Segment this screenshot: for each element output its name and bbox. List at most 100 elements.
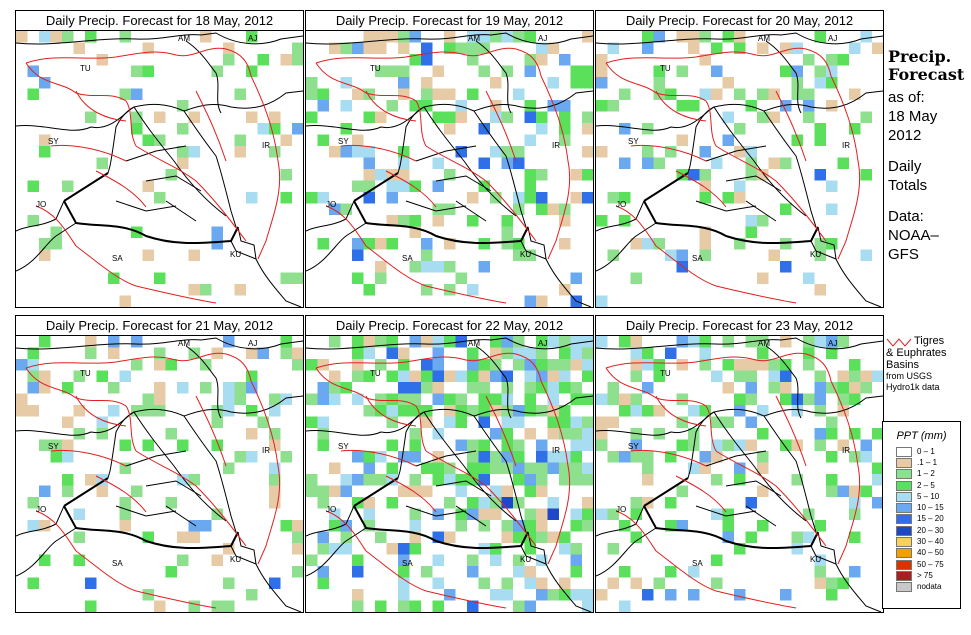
- precip-cell: [363, 497, 375, 509]
- legend-row: 15 – 20: [883, 514, 960, 525]
- precip-cell: [524, 543, 536, 555]
- precip-cell: [814, 382, 826, 394]
- precip-cell: [524, 577, 536, 589]
- precip-cell: [536, 54, 548, 66]
- precip-cell: [200, 382, 212, 394]
- precip-cell: [757, 359, 769, 371]
- precip-cell: [513, 157, 525, 169]
- precip-cell: [223, 393, 235, 405]
- precip-cell: [329, 146, 341, 158]
- precip-cell: [642, 42, 654, 54]
- precip-cell: [711, 439, 723, 451]
- precip-cell: [699, 146, 711, 158]
- precip-cell: [513, 238, 525, 250]
- data-line-2: NOAA–: [888, 227, 939, 244]
- precip-cell: [780, 370, 792, 382]
- precip-cell: [375, 111, 387, 123]
- precip-cell: [409, 405, 421, 417]
- precip-cell: [62, 416, 74, 428]
- precip-cell: [432, 600, 444, 612]
- precip-cell: [352, 451, 364, 463]
- precip-cell: [398, 146, 410, 158]
- precip-cell: [814, 31, 826, 43]
- precip-cell: [329, 520, 341, 532]
- precip-cell: [490, 192, 502, 204]
- precip-cell: [444, 405, 456, 417]
- precip-cell: [630, 272, 642, 284]
- precip-cell: [421, 359, 433, 371]
- precip-cell: [513, 497, 525, 509]
- precip-cell: [27, 520, 39, 532]
- precip-cell: [444, 88, 456, 100]
- precip-cell: [352, 370, 364, 382]
- precip-cell: [409, 215, 421, 227]
- precip-cell: [306, 77, 318, 89]
- precip-cell: [352, 474, 364, 486]
- precip-cell: [501, 157, 513, 169]
- precip-cell: [340, 382, 352, 394]
- precip-cell: [734, 543, 746, 555]
- precip-cell: [524, 180, 536, 192]
- precip-cell: [398, 543, 410, 555]
- precip-cell: [570, 347, 582, 359]
- precip-cell: [699, 462, 711, 474]
- precip-cell: [524, 65, 536, 77]
- precip-cell: [142, 180, 154, 192]
- precip-cell: [837, 393, 849, 405]
- precip-cell: [849, 497, 861, 509]
- precip-cell: [317, 439, 329, 451]
- precip-cell: [27, 577, 39, 589]
- precip-cell: [547, 531, 559, 543]
- precip-cell: [432, 215, 444, 227]
- precip-cell: [501, 370, 513, 382]
- precip-cell: [62, 485, 74, 497]
- precip-cell: [826, 347, 838, 359]
- precip-cell: [642, 474, 654, 486]
- precip-cell: [39, 370, 51, 382]
- precip-cell: [513, 474, 525, 486]
- precip-cell: [200, 31, 212, 43]
- precip-cell: [547, 382, 559, 394]
- precip-cell: [375, 393, 387, 405]
- precip-cell: [860, 111, 872, 123]
- precip-cell: [642, 382, 654, 394]
- precip-cell: [665, 88, 677, 100]
- precip-cell: [630, 336, 642, 348]
- precip-cell: [513, 451, 525, 463]
- precip-cell: [398, 566, 410, 578]
- precip-cell: [444, 31, 456, 43]
- precip-cell: [837, 577, 849, 589]
- precip-cell: [619, 405, 631, 417]
- precip-cell: [665, 347, 677, 359]
- precip-cell: [432, 157, 444, 169]
- precip-cell: [582, 508, 593, 520]
- precip-cell: [860, 31, 872, 43]
- precip-cell: [119, 370, 131, 382]
- precip-cell: [177, 474, 189, 486]
- precip-cell: [269, 393, 281, 405]
- precip-cell: [142, 249, 154, 261]
- precip-cell: [630, 238, 642, 250]
- precip-cell: [642, 157, 654, 169]
- precip-cell: [432, 359, 444, 371]
- precip-cell: [96, 54, 108, 66]
- precip-cell: [223, 405, 235, 417]
- precip-cell: [536, 462, 548, 474]
- precip-cell: [849, 485, 861, 497]
- precip-cell: [780, 203, 792, 215]
- precip-cell: [803, 272, 815, 284]
- precip-cell: [444, 203, 456, 215]
- precip-cell: [306, 192, 318, 204]
- precip-cell: [814, 284, 826, 296]
- date-line-1: 18 May: [888, 108, 938, 125]
- precip-cell: [409, 543, 421, 555]
- precip-cell: [582, 428, 593, 440]
- precip-cell: [386, 439, 398, 451]
- precip-cell: [444, 123, 456, 135]
- precip-cell: [455, 520, 467, 532]
- precip-cell: [547, 428, 559, 440]
- precip-cell: [119, 508, 131, 520]
- precip-cell: [223, 42, 235, 54]
- precip-cell: [142, 531, 154, 543]
